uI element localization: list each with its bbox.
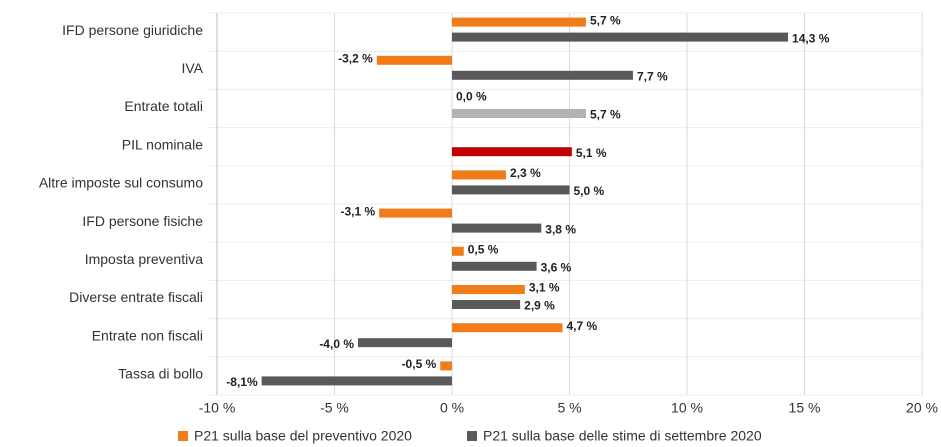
bar: [452, 147, 572, 157]
bar: [452, 32, 789, 42]
category-label: Imposta preventiva: [85, 251, 203, 267]
bar: [379, 208, 452, 218]
value-label: -3,1 %: [340, 204, 375, 218]
value-label: 2,9 %: [524, 299, 555, 313]
value-label: -4,0 %: [319, 337, 354, 351]
category-label: Entrate non fiscali: [92, 327, 203, 343]
value-label: 5,7 %: [590, 13, 621, 27]
bar: [452, 300, 521, 309]
value-label: 7,7 %: [637, 69, 668, 83]
x-tick-label: 5 %: [557, 400, 581, 416]
bar: [452, 261, 537, 271]
legend-swatch: [178, 431, 188, 441]
x-tick-label: -5 %: [320, 400, 349, 416]
value-label: -3,2 %: [338, 51, 373, 65]
legend-label: P21 sulla base del preventivo 2020: [194, 428, 412, 444]
category-label: Tassa di bollo: [118, 366, 203, 382]
category-label: Altre imposte sul consumo: [39, 175, 203, 191]
category-label: IFD persone fisiche: [82, 213, 203, 229]
legend-label: P21 sulla base delle stime di settembre …: [483, 428, 762, 444]
value-label: 0,0 %: [456, 90, 487, 104]
x-tick-label: 10 %: [671, 400, 703, 416]
bar: [452, 185, 570, 195]
value-label: 0,5 %: [468, 242, 499, 256]
value-label: 5,7 %: [590, 108, 621, 122]
category-label: Entrate totali: [124, 98, 203, 114]
bar: [452, 109, 586, 118]
value-label: 3,1 %: [529, 281, 560, 295]
bar: [261, 376, 452, 386]
value-label: 3,6 %: [541, 260, 572, 274]
value-label: 5,0 %: [574, 184, 605, 198]
bar: [452, 285, 525, 294]
bar: [452, 223, 542, 233]
category-label: Diverse entrate fiscali: [69, 289, 203, 305]
bar: [452, 70, 633, 80]
x-tick-label: 0 %: [440, 400, 464, 416]
legend-swatch: [467, 431, 477, 441]
category-label: PIL nominale: [122, 136, 203, 152]
bar: [452, 17, 586, 27]
bar: [358, 338, 452, 348]
bar: [376, 55, 452, 65]
value-label: -0,5 %: [402, 357, 437, 371]
value-label: 3,8 %: [545, 222, 576, 236]
bar: [440, 361, 452, 371]
bar: [452, 170, 507, 180]
x-tick-label: 15 %: [789, 400, 821, 416]
value-label: 5,1 %: [576, 146, 607, 160]
category-label: IVA: [181, 60, 203, 76]
value-label: 14,3 %: [792, 31, 830, 45]
x-tick-label: 20 %: [906, 400, 938, 416]
value-label: -8,1%: [226, 375, 258, 389]
category-label: IFD persone giuridiche: [62, 22, 203, 38]
bar: [452, 246, 464, 256]
bar: [452, 323, 563, 333]
value-label: 4,7 %: [566, 319, 597, 333]
value-label: 2,3 %: [510, 166, 541, 180]
x-tick-label: -10 %: [199, 400, 236, 416]
